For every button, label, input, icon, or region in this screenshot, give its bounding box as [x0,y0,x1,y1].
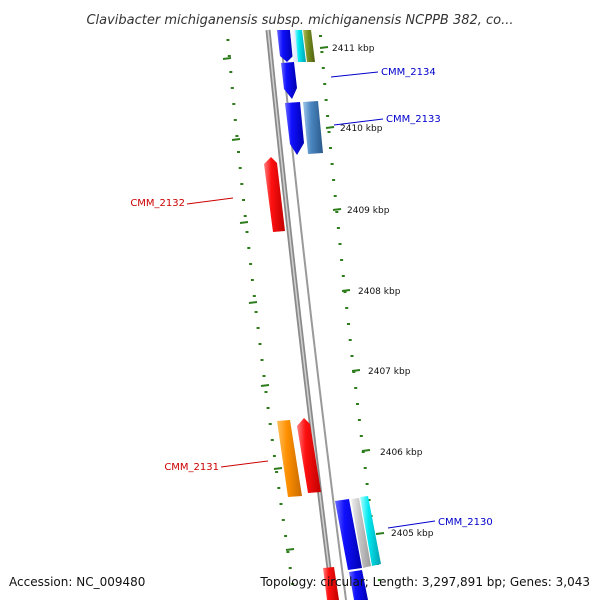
tick-mark [361,449,371,452]
gene-label-cmm-2133[interactable]: CMM_2133 [333,114,441,126]
topology-text: Topology: circular; Length: 3,297,891 bp… [259,575,590,589]
tick-label-2409: 2409 kbp [347,206,390,216]
gene-arrow-top-olive[interactable] [303,30,315,62]
tick-label-2411: 2411 kbp [332,44,375,54]
svg-text:CMM_2133: CMM_2133 [386,114,441,125]
gene-arrow-top-blue[interactable] [277,30,293,62]
gene-arrow-cyan[interactable] [360,496,381,566]
gene-label-cmm-2134[interactable]: CMM_2134 [330,67,436,78]
svg-text:CMM_2132: CMM_2132 [130,198,185,209]
gene-label-cmm-2131[interactable]: CMM_2131 [164,460,269,473]
gene-arrow-steel[interactable] [303,101,323,154]
tick-label-2406: 2406 kbp [380,448,423,458]
gene-arrow-cmm-2134[interactable] [281,62,297,99]
gene-label-cmm-2130[interactable]: CMM_2130 [387,517,493,529]
tick-mark [332,208,342,211]
gene-arrow-cmm-2132[interactable] [264,157,285,232]
map-title: Clavibacter michiganensis subsp. michiga… [86,13,513,28]
svg-text:CMM_2131: CMM_2131 [164,462,219,473]
tick-label-2405: 2405 kbp [391,529,434,539]
gene-arrow-top-light[interactable] [290,30,298,62]
gene-arrow-cmm-2130[interactable] [335,499,362,570]
tick-mark [375,532,385,535]
tick-mark [319,46,329,49]
svg-text:CMM_2134: CMM_2134 [381,67,436,78]
gene-arrow-bottom-red[interactable] [323,567,339,600]
tick-label-2408: 2408 kbp [358,287,401,297]
left-dotted-ruler [226,39,295,585]
gene-arrow-orange[interactable] [277,420,302,497]
tick-mark [325,126,335,129]
inner-ruler-ticks [222,57,295,551]
tick-mark [341,289,351,292]
tick-label-2407: 2407 kbp [368,367,411,377]
gene-arrow-cmm-2131[interactable] [297,418,321,493]
gene-arrow-cmm-2133[interactable] [285,102,304,155]
svg-text:CMM_2130: CMM_2130 [438,517,493,528]
right-dotted-ruler [319,35,381,581]
gene-label-cmm-2132[interactable]: CMM_2132 [130,197,234,209]
scale-ticks: 2411 kbp 2410 kbp 2409 kbp 2408 kbp 2407… [319,44,434,539]
tick-mark [351,369,361,372]
accession-text: Accession: NC_009480 [9,575,145,589]
gene-arrow-grey[interactable] [351,498,371,568]
feature-block-group-top [277,30,315,62]
tick-label-2410: 2410 kbp [340,124,383,134]
gene-arrow-bottom-blue[interactable] [349,570,368,600]
